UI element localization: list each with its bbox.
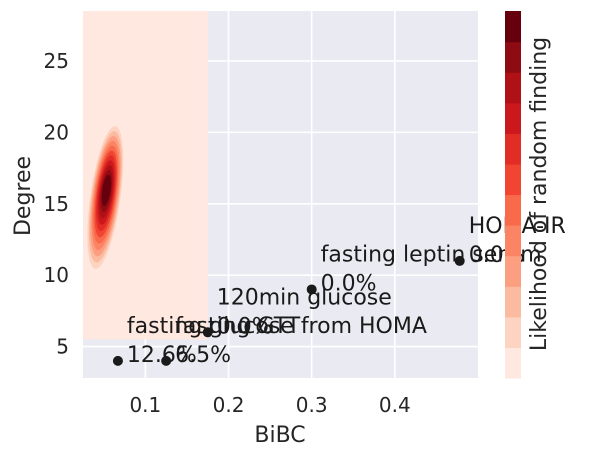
data-point [454,255,465,266]
x-tick-label: 0.2 [213,393,245,417]
x-tick-label: 0.3 [296,393,328,417]
y-tick-label: 25 [44,49,69,73]
point-label: 120min glucose [217,285,392,310]
colorbar-segment [505,163,521,196]
data-point [112,355,123,366]
colorbar-segment [505,133,521,165]
point-percent: 6.5% [175,343,231,368]
y-axis-label: Degree [11,156,36,236]
colorbar-segment [505,72,521,104]
colorbar-segment [505,225,521,257]
x-tick-label: 0.4 [379,393,411,417]
colorbar-segment [505,41,521,73]
y-tick-label: 10 [44,263,69,287]
colorbar-segment [505,347,521,379]
colorbar-segment [505,286,521,318]
colorbar [505,11,521,379]
x-tick-label: 0.1 [129,393,161,417]
colorbar-segment [505,102,521,134]
colorbar-segment [505,255,521,287]
point-label: fasting glucose from HOMA [127,314,427,339]
axis-ticks: 0.1 0.2 0.3 0.4 5 10 15 20 25 [44,49,411,417]
colorbar-segment [505,11,521,43]
kde-contour [101,174,111,206]
x-axis-label: BiBC [254,423,305,448]
point-label: fasting GTT [175,314,301,339]
data-points: fasting glucose from HOMA 12.6% fasting GT… [112,214,566,368]
y-tick-label: 5 [56,335,69,359]
data-point [306,284,317,295]
data-point [161,355,172,366]
point-percent: 0.0% [321,271,377,296]
colorbar-segment [505,194,521,226]
kde-contours [87,126,124,269]
colorbar-label: Likelihood of random finding [527,37,552,351]
colorbar-segment [505,316,521,349]
point-percent: 12.6% [127,343,197,368]
y-tick-label: 15 [44,192,69,216]
data-point [202,327,213,338]
point-percent: 0.0% [217,314,273,339]
point-label: fasting leptin serum [321,242,542,267]
y-tick-label: 20 [44,120,69,144]
